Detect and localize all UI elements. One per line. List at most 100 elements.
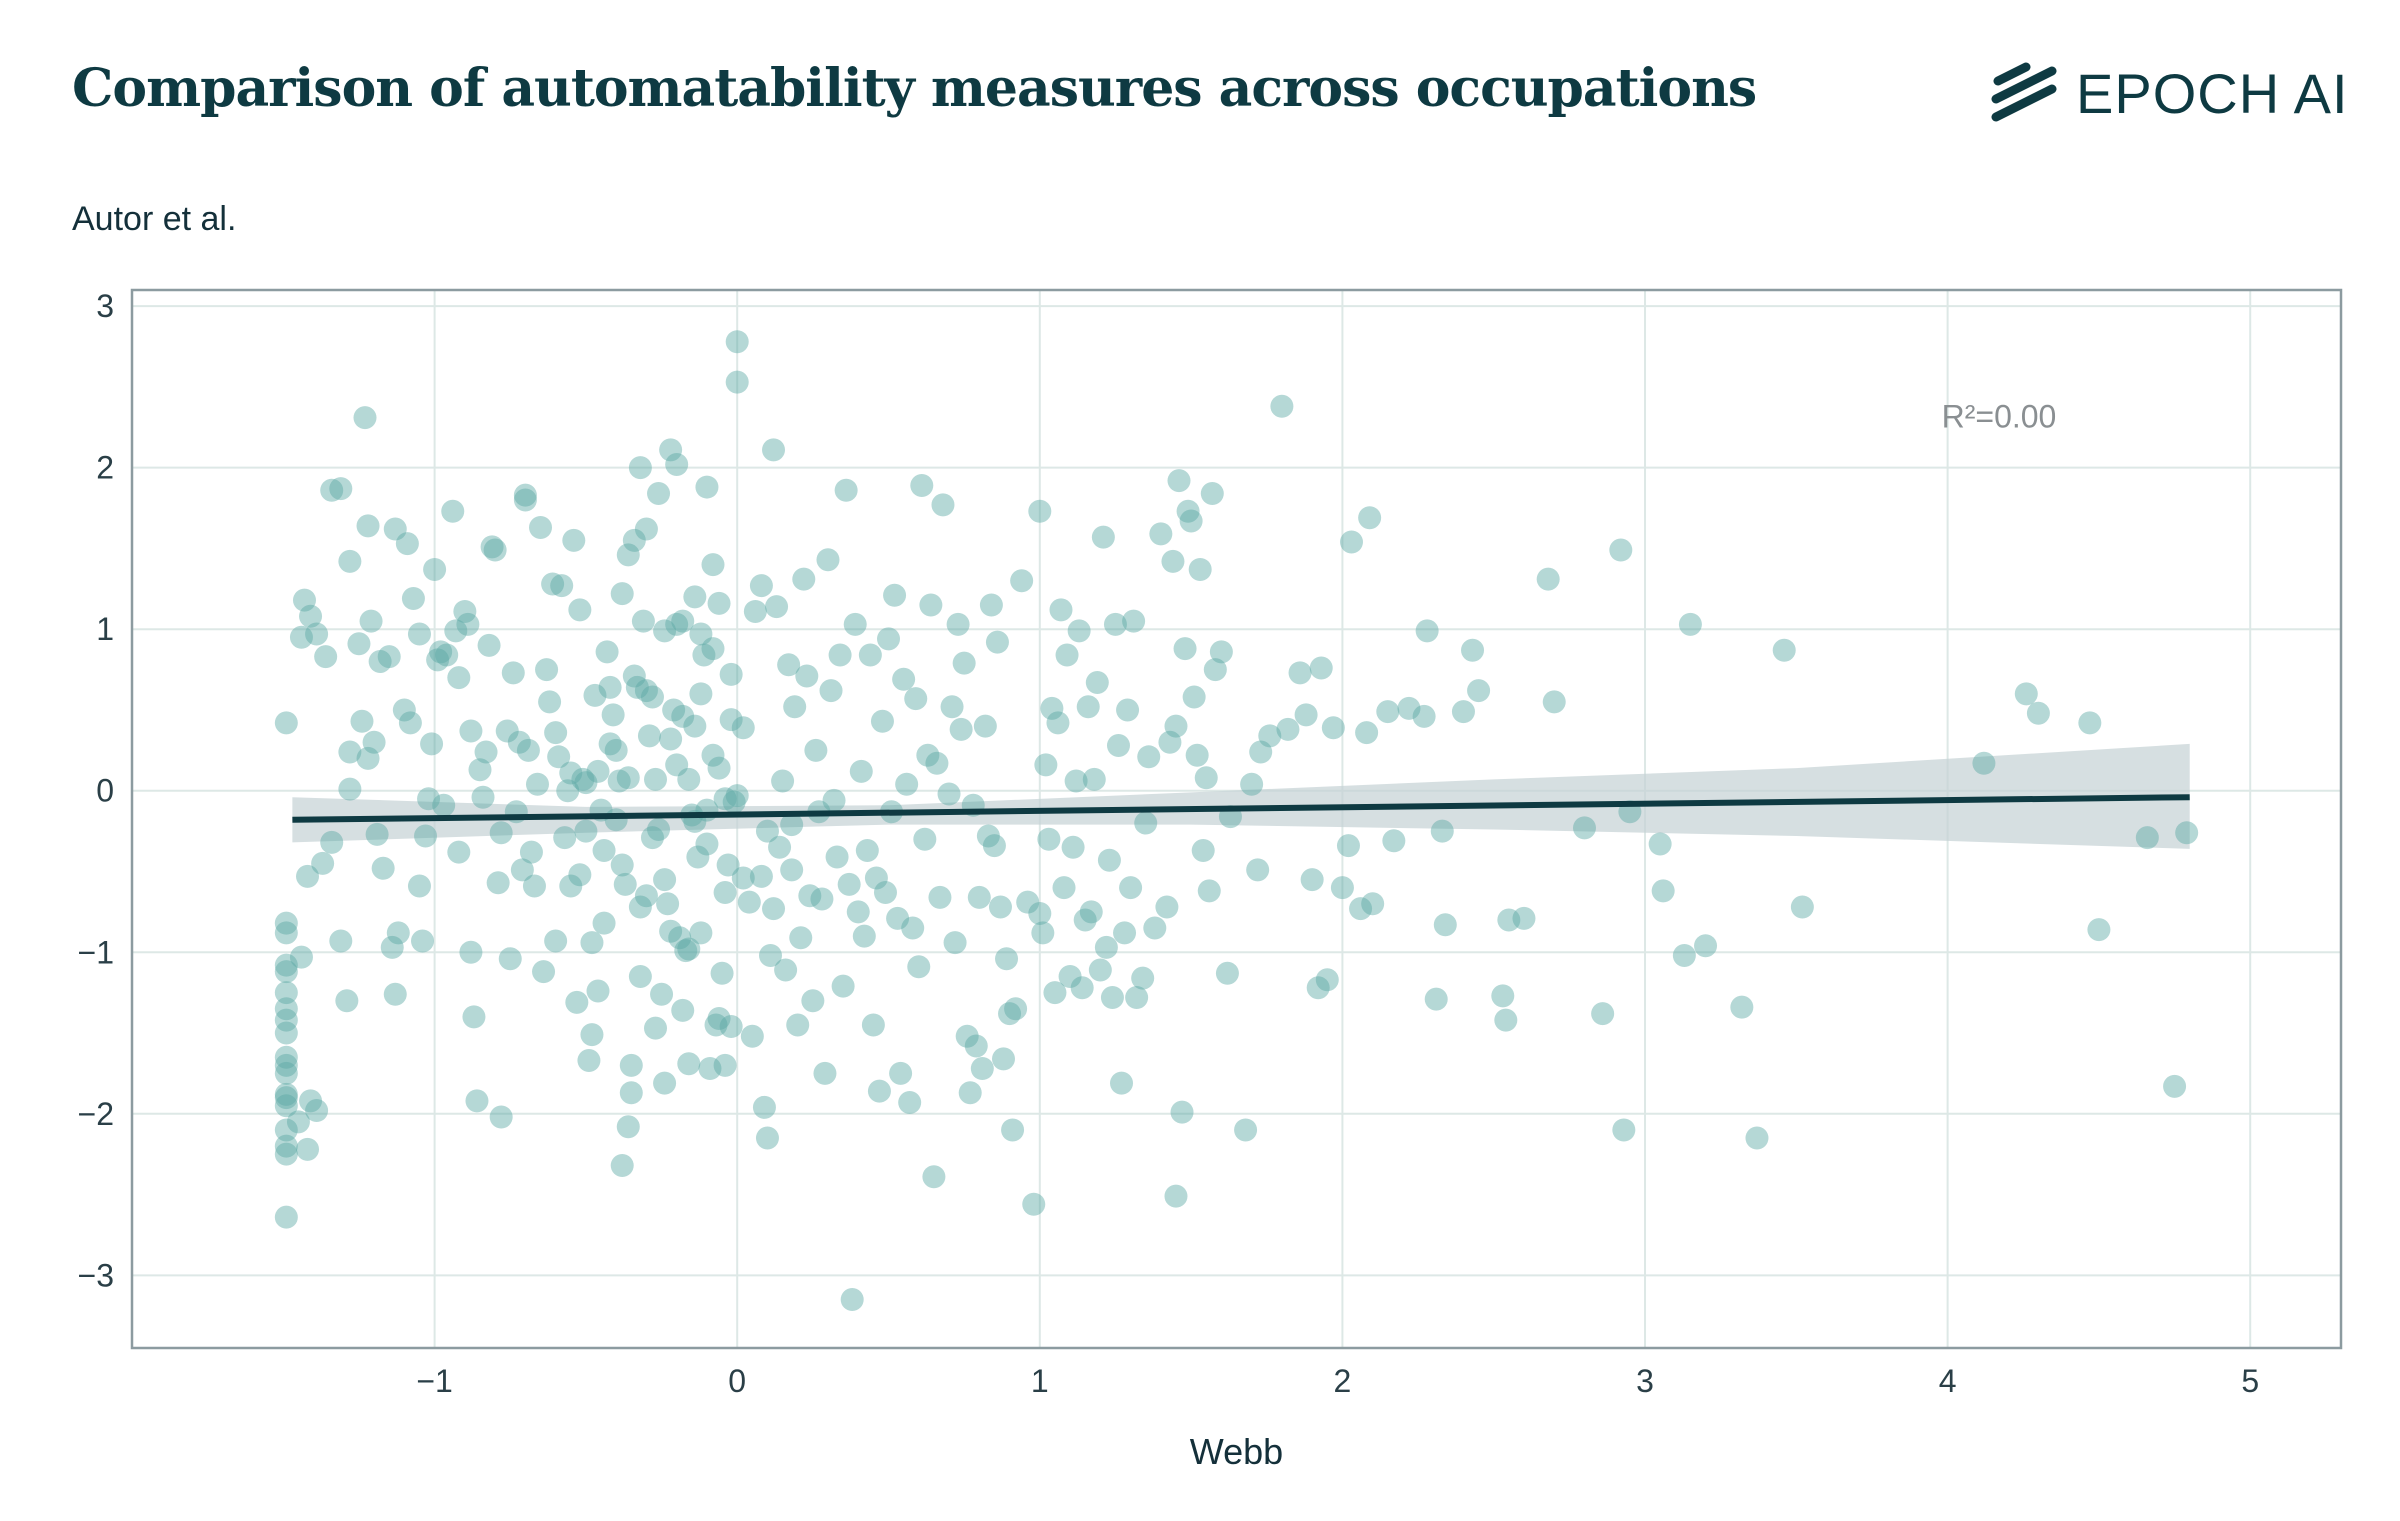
data-point	[1315, 968, 1339, 992]
data-point	[562, 528, 586, 552]
data-point	[725, 330, 749, 354]
data-point	[2026, 701, 2050, 725]
data-point	[401, 587, 425, 611]
data-point	[671, 609, 695, 633]
data-point	[565, 990, 589, 1014]
data-point	[1200, 482, 1224, 506]
data-point	[1361, 892, 1385, 916]
data-point	[822, 788, 846, 812]
data-point	[1022, 1192, 1046, 1216]
data-point	[1188, 557, 1212, 581]
data-point	[592, 838, 616, 862]
data-point	[2014, 682, 2038, 706]
data-point	[1155, 895, 1179, 919]
data-point	[1694, 934, 1718, 958]
data-point	[928, 885, 952, 909]
data-point	[414, 824, 438, 848]
data-point	[456, 612, 480, 636]
data-point	[943, 931, 967, 955]
data-point	[1001, 1118, 1025, 1142]
data-point	[407, 874, 431, 898]
data-point	[1161, 549, 1185, 573]
data-point	[1125, 985, 1149, 1009]
data-point	[998, 1002, 1022, 1026]
data-point	[1185, 743, 1209, 767]
data-point	[274, 1061, 298, 1085]
data-point	[1179, 509, 1203, 533]
data-point	[834, 478, 858, 502]
data-point	[713, 787, 737, 811]
data-point	[583, 683, 607, 707]
data-point	[407, 622, 431, 646]
data-point	[601, 703, 625, 727]
data-point	[622, 528, 646, 552]
data-point	[441, 499, 465, 523]
data-point	[544, 929, 568, 953]
data-point	[1309, 656, 1333, 680]
data-point	[311, 851, 335, 875]
data-point	[320, 478, 344, 502]
data-point	[580, 1023, 604, 1047]
data-point	[801, 989, 825, 1013]
y-axis-label: Autor et al.	[72, 200, 237, 238]
data-point	[1064, 769, 1088, 793]
data-point	[1424, 987, 1448, 1011]
data-point	[1321, 716, 1345, 740]
data-point	[338, 549, 362, 573]
data-point	[755, 819, 779, 843]
data-point	[780, 858, 804, 882]
data-point	[1049, 598, 1073, 622]
brand-logo: EPOCH AI	[1990, 58, 2349, 128]
data-point	[305, 1099, 329, 1123]
data-point	[976, 824, 1000, 848]
data-point	[665, 612, 689, 636]
data-point	[538, 690, 562, 714]
data-point	[740, 1024, 764, 1048]
data-point	[792, 567, 816, 591]
data-point	[810, 887, 834, 911]
data-point	[1076, 695, 1100, 719]
data-point	[541, 572, 565, 596]
data-point	[995, 947, 1019, 971]
data-point	[2135, 826, 2159, 850]
data-point	[625, 675, 649, 699]
data-point	[907, 955, 931, 979]
data-point	[289, 945, 313, 969]
data-point	[586, 979, 610, 1003]
data-point	[1143, 916, 1167, 940]
data-point	[922, 1165, 946, 1189]
data-point	[616, 766, 640, 790]
data-point	[1294, 703, 1318, 727]
y-tick-label: −1	[78, 934, 114, 970]
data-point	[335, 989, 359, 1013]
data-point	[1433, 913, 1457, 937]
data-point	[798, 884, 822, 908]
data-point	[447, 666, 471, 690]
data-point	[568, 598, 592, 622]
data-point	[695, 832, 719, 856]
data-point	[296, 864, 320, 888]
data-point	[653, 1071, 677, 1095]
data-point	[371, 856, 395, 880]
data-point	[628, 964, 652, 988]
data-point	[410, 929, 434, 953]
data-point	[840, 1288, 864, 1312]
data-point	[459, 719, 483, 743]
data-point	[1651, 879, 1675, 903]
data-point	[2087, 918, 2111, 942]
data-point	[861, 1013, 885, 1037]
x-tick-label: 3	[1636, 1363, 1654, 1399]
data-point	[447, 840, 471, 864]
data-point	[1043, 981, 1067, 1005]
data-point	[701, 553, 725, 577]
data-point	[659, 438, 683, 462]
data-point	[1094, 935, 1118, 959]
data-point	[1100, 985, 1124, 1009]
data-point	[498, 947, 522, 971]
data-point	[274, 1086, 298, 1110]
data-point	[964, 1034, 988, 1058]
data-point	[547, 745, 571, 769]
data-point	[507, 730, 531, 754]
data-point	[1203, 658, 1227, 682]
data-point	[628, 456, 652, 480]
